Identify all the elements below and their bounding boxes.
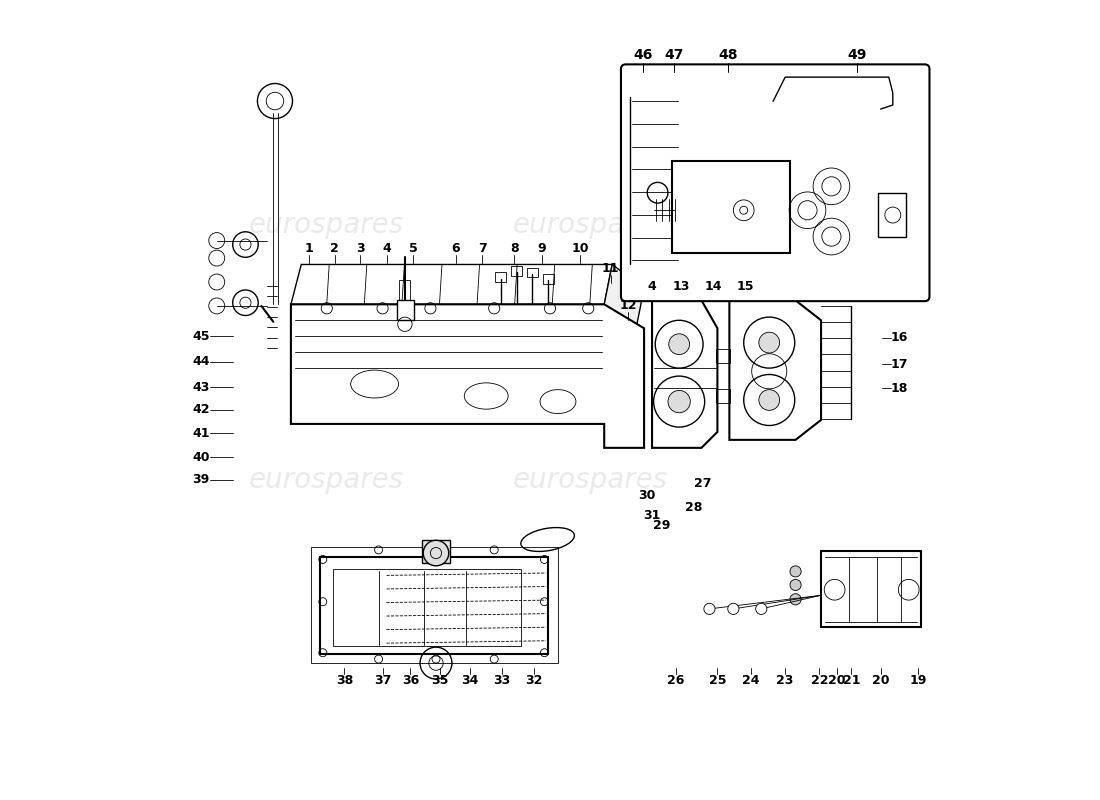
Polygon shape <box>290 304 645 448</box>
Text: 8: 8 <box>509 242 518 255</box>
Text: 7: 7 <box>477 242 486 255</box>
Text: 6: 6 <box>452 242 460 255</box>
Text: 1: 1 <box>305 242 314 255</box>
Text: 46: 46 <box>634 48 653 62</box>
Circle shape <box>759 390 780 410</box>
Bar <box>495 273 506 282</box>
Text: 45: 45 <box>192 330 210 342</box>
Text: 38: 38 <box>336 674 353 687</box>
Text: 13: 13 <box>673 280 690 294</box>
Text: 44: 44 <box>192 355 210 368</box>
Text: eurospares: eurospares <box>250 210 405 238</box>
Text: 3: 3 <box>356 242 364 255</box>
Text: 25: 25 <box>708 674 726 687</box>
Bar <box>399 281 410 302</box>
Polygon shape <box>652 300 717 448</box>
Text: 28: 28 <box>685 501 702 514</box>
Bar <box>527 268 538 278</box>
Text: 4: 4 <box>648 280 657 294</box>
Text: 47: 47 <box>664 48 683 62</box>
Text: 33: 33 <box>494 674 510 687</box>
Text: 12: 12 <box>619 299 637 313</box>
Text: 40: 40 <box>192 451 210 464</box>
Text: 20: 20 <box>828 674 846 687</box>
Text: 18: 18 <box>891 382 908 394</box>
Bar <box>879 193 906 237</box>
Text: 17: 17 <box>890 358 908 370</box>
Text: 4: 4 <box>382 242 390 255</box>
Bar <box>510 266 522 276</box>
Bar <box>320 557 549 654</box>
Text: 26: 26 <box>668 674 684 687</box>
Circle shape <box>704 603 715 614</box>
Polygon shape <box>604 265 645 328</box>
Text: eurospares: eurospares <box>513 466 668 494</box>
Polygon shape <box>729 300 821 440</box>
Text: 37: 37 <box>374 674 392 687</box>
Text: 14: 14 <box>705 280 723 294</box>
Bar <box>672 161 790 253</box>
Bar <box>542 274 554 284</box>
Text: 9: 9 <box>538 242 547 255</box>
Circle shape <box>790 579 801 590</box>
Text: 42: 42 <box>192 403 210 416</box>
Text: 41: 41 <box>192 427 210 440</box>
Circle shape <box>759 332 780 353</box>
Text: 27: 27 <box>694 478 712 490</box>
Bar <box>716 389 730 403</box>
Text: eurospares: eurospares <box>250 466 405 494</box>
FancyBboxPatch shape <box>621 64 930 301</box>
Bar <box>333 569 520 646</box>
Text: 5: 5 <box>408 242 417 255</box>
Text: 11: 11 <box>602 262 619 275</box>
Circle shape <box>424 540 449 566</box>
Text: 36: 36 <box>402 674 419 687</box>
Text: 34: 34 <box>462 674 478 687</box>
Text: 32: 32 <box>526 674 542 687</box>
Circle shape <box>790 594 801 605</box>
Text: 21: 21 <box>843 674 860 687</box>
Text: 23: 23 <box>777 674 794 687</box>
Polygon shape <box>290 265 613 304</box>
Text: 2: 2 <box>330 242 339 255</box>
Polygon shape <box>821 551 921 627</box>
Circle shape <box>728 603 739 614</box>
Text: eurospares: eurospares <box>513 210 668 238</box>
Text: 19: 19 <box>910 674 927 687</box>
Text: 35: 35 <box>431 674 449 687</box>
Polygon shape <box>422 539 450 562</box>
Text: 22: 22 <box>811 674 828 687</box>
Text: 48: 48 <box>718 48 737 62</box>
Text: 16: 16 <box>891 331 908 344</box>
Bar <box>311 547 558 663</box>
Circle shape <box>790 566 801 577</box>
Text: 10: 10 <box>572 242 588 255</box>
Text: 43: 43 <box>192 381 209 394</box>
Bar <box>397 300 414 320</box>
Text: 30: 30 <box>639 489 656 502</box>
Circle shape <box>756 603 767 614</box>
Text: 29: 29 <box>653 519 670 533</box>
Circle shape <box>668 390 691 413</box>
Circle shape <box>669 334 690 354</box>
Text: 31: 31 <box>644 509 661 522</box>
Text: 49: 49 <box>847 48 867 62</box>
Text: 15: 15 <box>737 280 755 294</box>
Text: 24: 24 <box>742 674 760 687</box>
Text: 39: 39 <box>192 474 209 486</box>
Bar <box>716 349 730 363</box>
Text: 20: 20 <box>872 674 890 687</box>
